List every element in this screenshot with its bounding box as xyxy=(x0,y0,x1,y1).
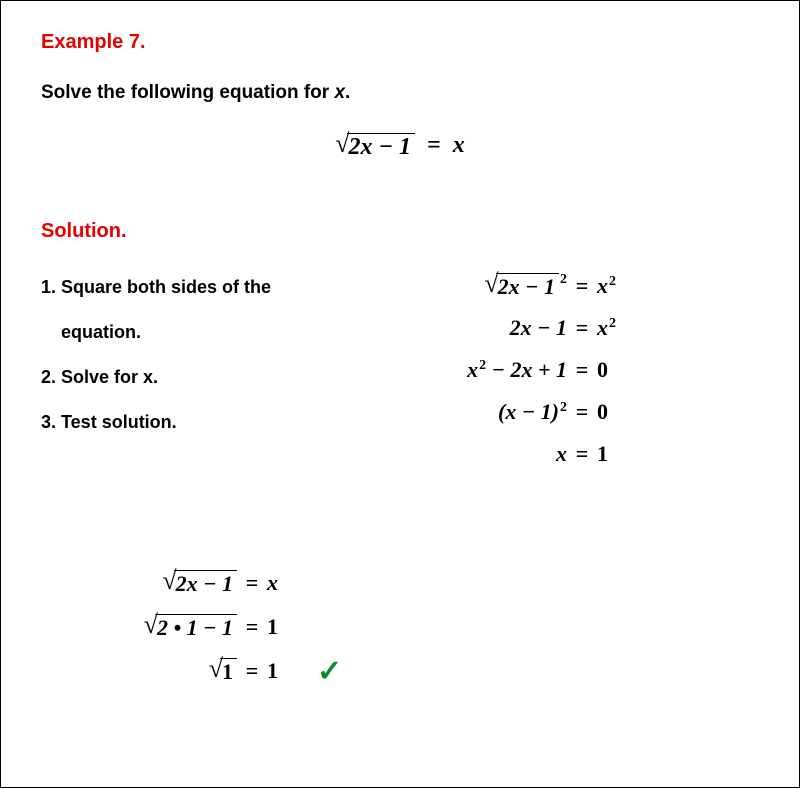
exponent: 2 xyxy=(560,272,567,287)
work-line-3: x2 − 2x + 1 = 0 xyxy=(371,349,759,391)
step-1b: equation. xyxy=(41,310,351,355)
radicand: 2x − 1 xyxy=(347,133,416,160)
rhs: 1 xyxy=(263,614,293,640)
main-equation: √ 2x − 1 = x xyxy=(41,132,759,160)
test-solution-block: √ 2x − 1 = x √ 2 • 1 − 1 = 1 √ 1 = 1 ✓ xyxy=(101,561,342,693)
rhs-base: x xyxy=(597,273,608,298)
exponent: 2 xyxy=(609,316,616,331)
work-column: √ 2x − 1 2 = x2 2x − 1 = x2 x2 − 2x + 1 … xyxy=(371,265,759,475)
prompt-suffix: . xyxy=(345,82,350,103)
test-line-2: √ 2 • 1 − 1 = 1 xyxy=(101,605,342,649)
prompt-variable: x xyxy=(334,82,345,103)
work-line-5: x = 1 xyxy=(371,433,759,475)
rhs: 1 xyxy=(593,441,653,467)
step-1a: 1. Square both sides of the xyxy=(41,265,351,310)
equals-sign: = xyxy=(241,614,263,640)
equals-sign: = xyxy=(571,357,593,383)
sqrt-expression: √ 2x − 1 xyxy=(162,570,237,597)
lhs: x xyxy=(371,441,571,467)
radicand: 2x − 1 xyxy=(174,570,237,597)
prompt-prefix: Solve the following equation for xyxy=(41,82,334,103)
step-2: 2. Solve for x. xyxy=(41,355,351,400)
equals-sign: = xyxy=(241,570,263,596)
equals-sign: = xyxy=(571,441,593,467)
sqrt-expression: √ 1 xyxy=(209,658,237,685)
equals-sign: = xyxy=(241,658,263,684)
solution-title: Solution. xyxy=(41,220,759,243)
equals-sign: = xyxy=(571,315,593,341)
test-line-3: √ 1 = 1 ✓ xyxy=(101,649,342,693)
work-line-1: √ 2x − 1 2 = x2 xyxy=(371,265,759,307)
equals-sign: = xyxy=(427,132,441,158)
radicand: 2 • 1 − 1 xyxy=(155,614,237,641)
example-title: Example 7. xyxy=(41,31,759,54)
rhs: x xyxy=(263,570,293,596)
work-line-2: 2x − 1 = x2 xyxy=(371,307,759,349)
step-3: 3. Test solution. xyxy=(41,400,351,445)
test-line-1: √ 2x − 1 = x xyxy=(101,561,342,605)
equals-sign: = xyxy=(571,399,593,425)
exponent: 2 xyxy=(560,400,567,415)
problem-prompt: Solve the following equation for x. xyxy=(41,82,759,104)
equals-sign: = xyxy=(571,273,593,299)
solution-body: 1. Square both sides of the equation. 2.… xyxy=(41,265,759,475)
equation-rhs: x xyxy=(453,132,465,158)
lhs-rest: − 2x + 1 xyxy=(486,357,567,382)
lhs-base: x xyxy=(467,357,478,382)
exponent: 2 xyxy=(609,274,616,289)
rhs-base: x xyxy=(597,315,608,340)
work-line-4: (x − 1)2 = 0 xyxy=(371,391,759,433)
check-icon: ✓ xyxy=(317,654,342,689)
radicand: 2x − 1 xyxy=(496,273,559,300)
sqrt-expression: √ 2x − 1 xyxy=(335,133,415,160)
sqrt-expression: √ 2 • 1 − 1 xyxy=(144,614,237,641)
steps-column: 1. Square both sides of the equation. 2.… xyxy=(41,265,351,475)
rhs: 0 xyxy=(593,399,653,425)
lhs-paren: (x − 1) xyxy=(498,399,559,424)
lhs: 2x − 1 xyxy=(371,315,571,341)
sqrt-expression: √ 2x − 1 xyxy=(484,273,559,300)
radicand: 1 xyxy=(220,658,237,685)
rhs: 0 xyxy=(593,357,653,383)
rhs: 1 xyxy=(263,658,293,684)
